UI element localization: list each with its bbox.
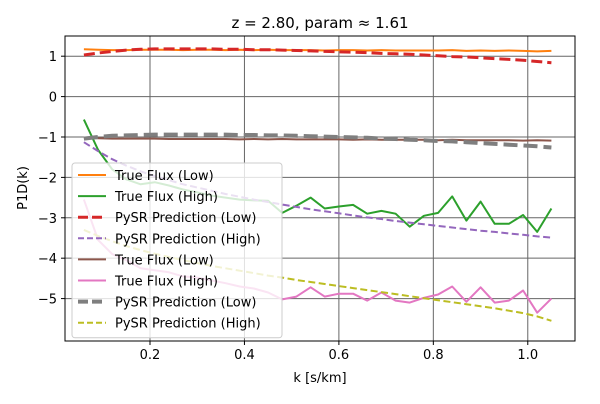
legend-label: PySR Prediction (Low) — [115, 211, 256, 226]
legend-label: True Flux (Low) — [114, 253, 214, 268]
legend-label: PySR Prediction (High) — [115, 232, 261, 247]
y-axis-label: P1D(k) — [16, 166, 31, 210]
chart-legend: True Flux (Low) True Flux (High) PySR Pred… — [71, 162, 283, 339]
legend-label: True Flux (High) — [114, 275, 218, 290]
y-tick-label: 1 — [49, 50, 57, 65]
x-tick-label: 0.8 — [423, 348, 444, 363]
x-axis-label: k [s/km] — [293, 371, 346, 386]
y-tick-label: −3 — [38, 212, 57, 227]
x-axis-ticks: 0.2 0.4 0.6 0.8 1.0 — [140, 341, 538, 363]
x-tick-label: 0.6 — [329, 348, 350, 363]
legend-label: PySR Prediction (High) — [115, 317, 261, 332]
grid-lines — [65, 36, 575, 341]
y-axis-ticks: 1 0 −1 −2 −3 −4 −5 — [38, 50, 65, 308]
y-tick-label: −5 — [38, 293, 57, 308]
x-tick-label: 0.4 — [234, 348, 255, 363]
x-tick-label: 0.2 — [140, 348, 161, 363]
y-tick-label: 0 — [49, 91, 57, 106]
legend-box — [71, 162, 283, 339]
x-tick-label: 1.0 — [517, 348, 538, 363]
y-tick-label: −4 — [38, 252, 57, 267]
legend-label: True Flux (Low) — [114, 169, 214, 184]
legend-label: True Flux (High) — [114, 190, 218, 205]
series-line-6 — [83, 132, 552, 150]
series-line-4 — [83, 136, 552, 142]
y-tick-label: −1 — [38, 131, 57, 146]
chart-title: z = 2.80, param ≈ 1.61 — [231, 14, 408, 32]
series-line-2 — [83, 47, 552, 65]
y-tick-label: −2 — [38, 171, 57, 186]
legend-label: PySR Prediction (Low) — [115, 296, 256, 311]
plot-frame — [64, 35, 576, 342]
